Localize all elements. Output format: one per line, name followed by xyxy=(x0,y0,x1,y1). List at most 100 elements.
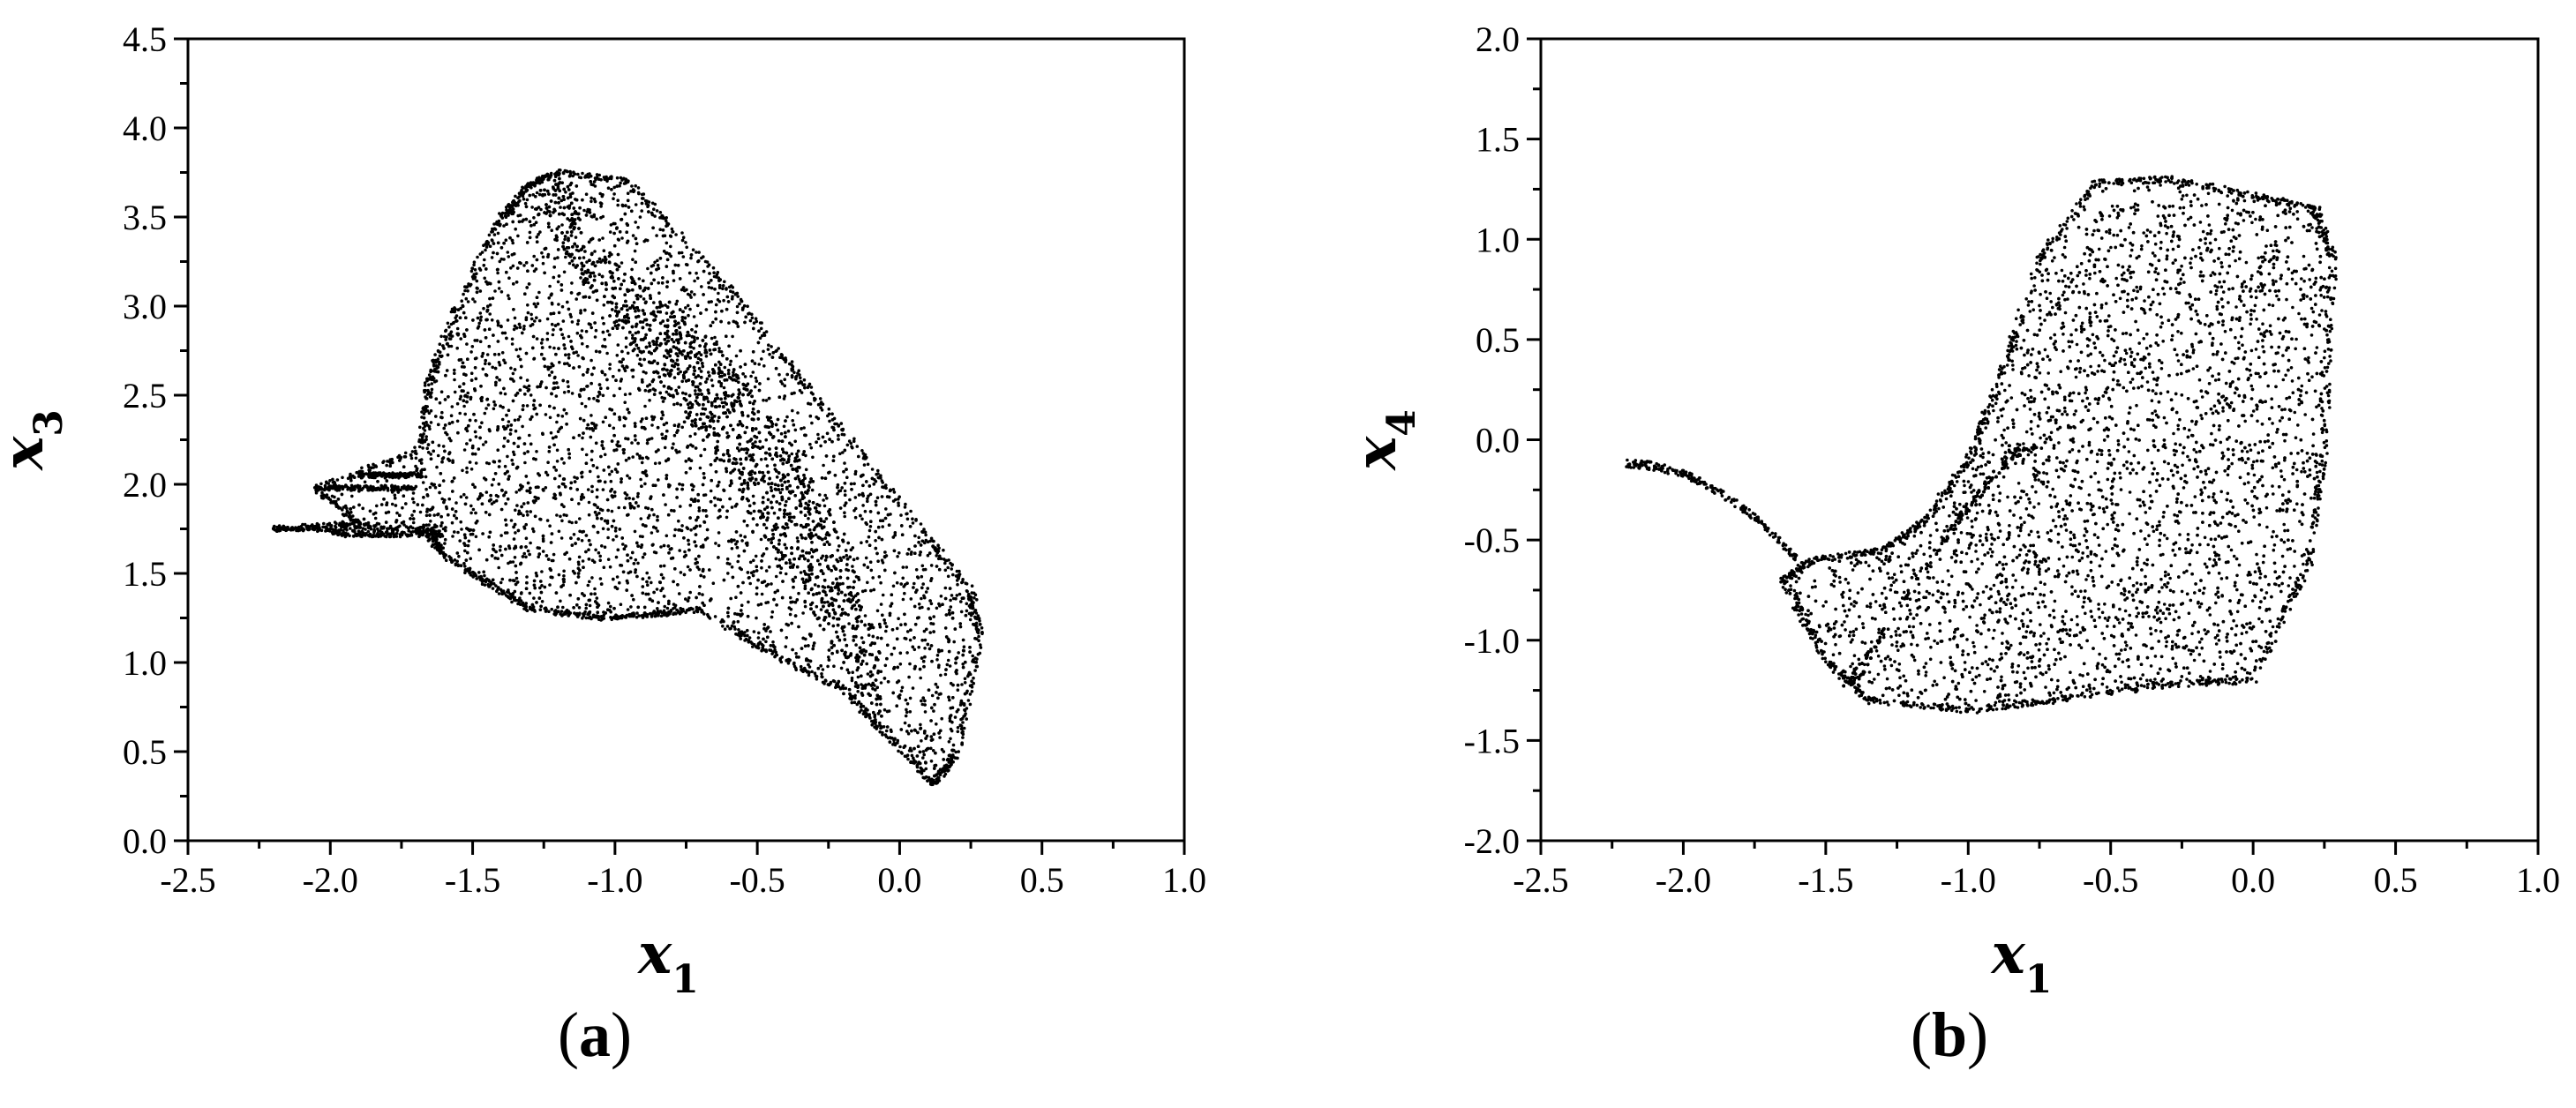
scatter-point xyxy=(485,282,490,286)
scatter-point xyxy=(820,408,824,412)
scatter-point xyxy=(438,490,441,495)
scatter-point xyxy=(526,549,530,553)
scatter-point xyxy=(616,237,620,242)
scatter-point xyxy=(796,411,800,415)
scatter-point xyxy=(656,514,659,519)
scatter-point xyxy=(452,476,456,480)
scatter-point xyxy=(783,394,786,398)
scatter-point xyxy=(836,483,840,487)
scatter-point xyxy=(882,618,886,622)
scatter-point xyxy=(726,606,731,610)
scatter-point xyxy=(861,589,865,594)
scatter-point xyxy=(680,353,684,356)
scatter-point xyxy=(588,580,591,584)
scatter-point xyxy=(714,542,717,545)
scatter-point xyxy=(519,512,522,515)
scatter-point xyxy=(879,670,883,674)
scatter-point xyxy=(535,258,539,262)
scatter-point xyxy=(735,311,740,315)
scatter-point xyxy=(699,545,703,549)
scatter-point xyxy=(570,520,574,525)
scatter-point xyxy=(825,497,829,500)
scatter-point xyxy=(639,477,642,482)
scatter-point xyxy=(457,554,461,558)
scatter-point xyxy=(928,631,932,634)
scatter-point xyxy=(649,497,652,500)
scatter-point xyxy=(567,334,571,339)
scatter-point xyxy=(920,539,925,543)
scatter-point xyxy=(895,637,899,641)
scatter-point xyxy=(495,251,499,256)
scatter-point xyxy=(953,715,958,719)
scatter-point xyxy=(522,264,526,267)
scatter-point xyxy=(929,602,934,606)
scatter-point xyxy=(584,213,589,217)
scatter-point xyxy=(451,535,454,538)
scatter-point xyxy=(615,575,620,579)
scatter-point xyxy=(665,421,669,425)
scatter-point xyxy=(631,234,635,237)
scatter-point xyxy=(616,548,620,552)
scatter-point xyxy=(717,480,721,484)
scatter-point xyxy=(575,476,579,480)
scatter-point xyxy=(855,557,860,560)
scatter-point xyxy=(559,206,562,209)
scatter-point xyxy=(961,648,965,653)
scatter-point xyxy=(674,352,679,356)
scatter-point xyxy=(436,453,440,458)
scatter-point xyxy=(465,429,469,433)
scatter-point xyxy=(898,663,903,666)
scatter-point xyxy=(471,507,476,512)
scatter-point xyxy=(601,446,605,451)
scatter-point xyxy=(502,241,506,245)
scatter-point xyxy=(484,267,488,271)
scatter-point xyxy=(482,264,486,267)
scatter-point xyxy=(382,498,386,501)
scatter-point xyxy=(621,326,625,330)
scatter-point xyxy=(658,228,662,232)
scatter-point xyxy=(739,534,743,537)
scatter-point xyxy=(434,379,439,383)
scatter-point xyxy=(843,489,847,493)
scatter-point xyxy=(438,483,441,487)
scatter-point xyxy=(578,568,582,573)
scatter-point xyxy=(812,641,816,645)
scatter-point xyxy=(456,430,460,435)
scatter-point xyxy=(708,348,712,352)
scatter-point xyxy=(614,535,619,538)
scatter-point xyxy=(526,389,530,393)
scatter-point xyxy=(439,390,444,394)
scatter-point xyxy=(773,483,777,487)
scatter-point xyxy=(860,541,863,544)
scatter-point xyxy=(621,357,625,362)
scatter-point xyxy=(912,604,917,609)
scatter-point xyxy=(513,556,517,559)
scatter-point xyxy=(810,421,814,425)
scatter-point xyxy=(610,509,614,513)
scatter-point xyxy=(376,480,379,483)
scatter-point xyxy=(441,445,446,448)
scatter-point xyxy=(596,394,600,399)
scatter-point xyxy=(753,385,757,389)
scatter-point xyxy=(636,561,640,565)
scatter-point xyxy=(734,530,739,534)
scatter-point xyxy=(601,236,605,240)
scatter-point xyxy=(629,605,633,609)
scatter-point xyxy=(697,567,701,572)
scatter-point xyxy=(743,375,747,378)
scatter-point xyxy=(570,345,574,349)
scatter-point xyxy=(524,205,529,209)
scatter-point xyxy=(785,415,789,419)
scatter-point xyxy=(627,497,631,500)
scatter-point xyxy=(686,565,690,569)
scatter-point xyxy=(680,487,684,491)
scatter-point xyxy=(626,239,630,243)
scatter-point xyxy=(786,429,791,433)
scatter-point xyxy=(929,644,934,648)
scatter-point xyxy=(529,510,532,513)
scatter-point xyxy=(709,489,713,493)
scatter-point xyxy=(548,345,552,349)
scatter-point xyxy=(556,605,560,609)
scatter-point xyxy=(525,198,529,202)
scatter-point xyxy=(514,281,519,284)
